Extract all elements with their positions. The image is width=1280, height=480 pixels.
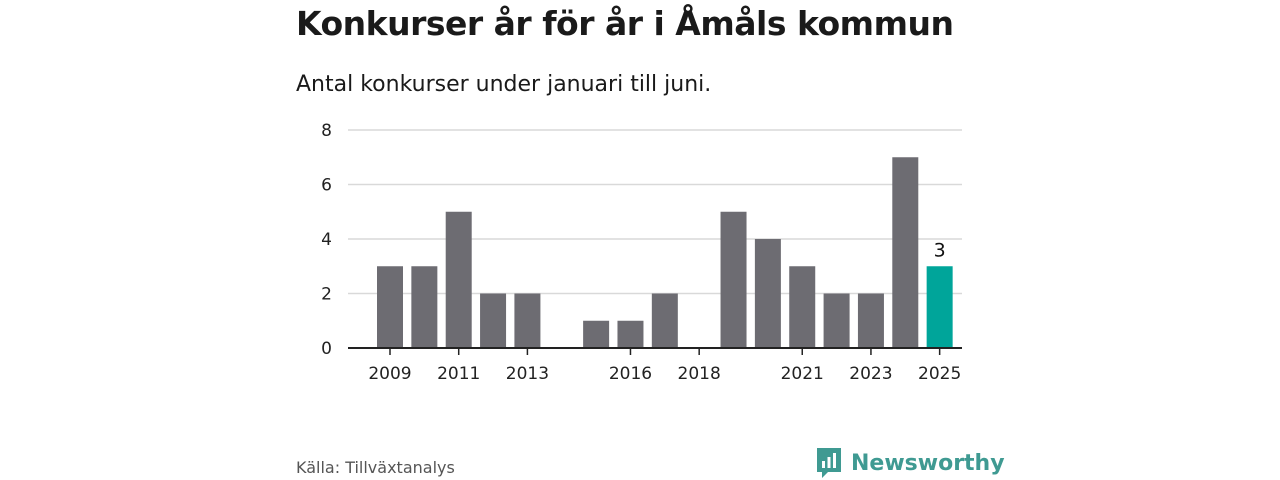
bar: [857, 293, 884, 348]
bar: [583, 320, 610, 348]
chart-title: Konkurser år för år i Åmåls kommun: [296, 4, 954, 43]
x-tick-label: 2009: [368, 364, 411, 384]
x-tick-label: 2023: [849, 364, 892, 384]
bar-chart: 0 2 4 6 8 3 2009 2011 2013 2016 2018 2021 2023 2025: [321, 121, 962, 384]
newsworthy-logo-icon: [817, 448, 841, 478]
y-tick-label: 6: [321, 176, 332, 196]
bar: [617, 320, 644, 348]
bar: [789, 266, 816, 348]
y-tick-label: 0: [321, 339, 332, 359]
bar-highlight: [926, 266, 953, 348]
x-tick-label: 2013: [506, 364, 549, 384]
brand-name: Newsworthy: [851, 450, 1005, 476]
x-tick-label: 2018: [678, 364, 721, 384]
bar: [377, 266, 403, 348]
bar: [651, 293, 678, 348]
y-tick-label: 2: [321, 285, 332, 305]
bar: [720, 211, 747, 348]
y-tick-label: 8: [321, 121, 332, 141]
x-tick-label: 2025: [918, 364, 961, 384]
bar: [480, 293, 507, 348]
bar: [411, 266, 438, 348]
x-tick-label: 2016: [609, 364, 652, 384]
x-tick-label: 2021: [781, 364, 824, 384]
bar: [823, 293, 850, 348]
chart-subtitle: Antal konkurser under januari till juni.: [296, 72, 712, 97]
bar: [754, 239, 781, 348]
data-label: 3: [934, 239, 946, 261]
y-tick-label: 4: [321, 230, 332, 250]
bar: [514, 293, 541, 348]
x-tick-label: 2011: [437, 364, 480, 384]
bar: [445, 211, 472, 348]
newsworthy-brand: Newsworthy: [815, 446, 1005, 480]
source-note: Källa: Tillväxtanalys: [296, 458, 455, 477]
bar: [892, 157, 919, 348]
